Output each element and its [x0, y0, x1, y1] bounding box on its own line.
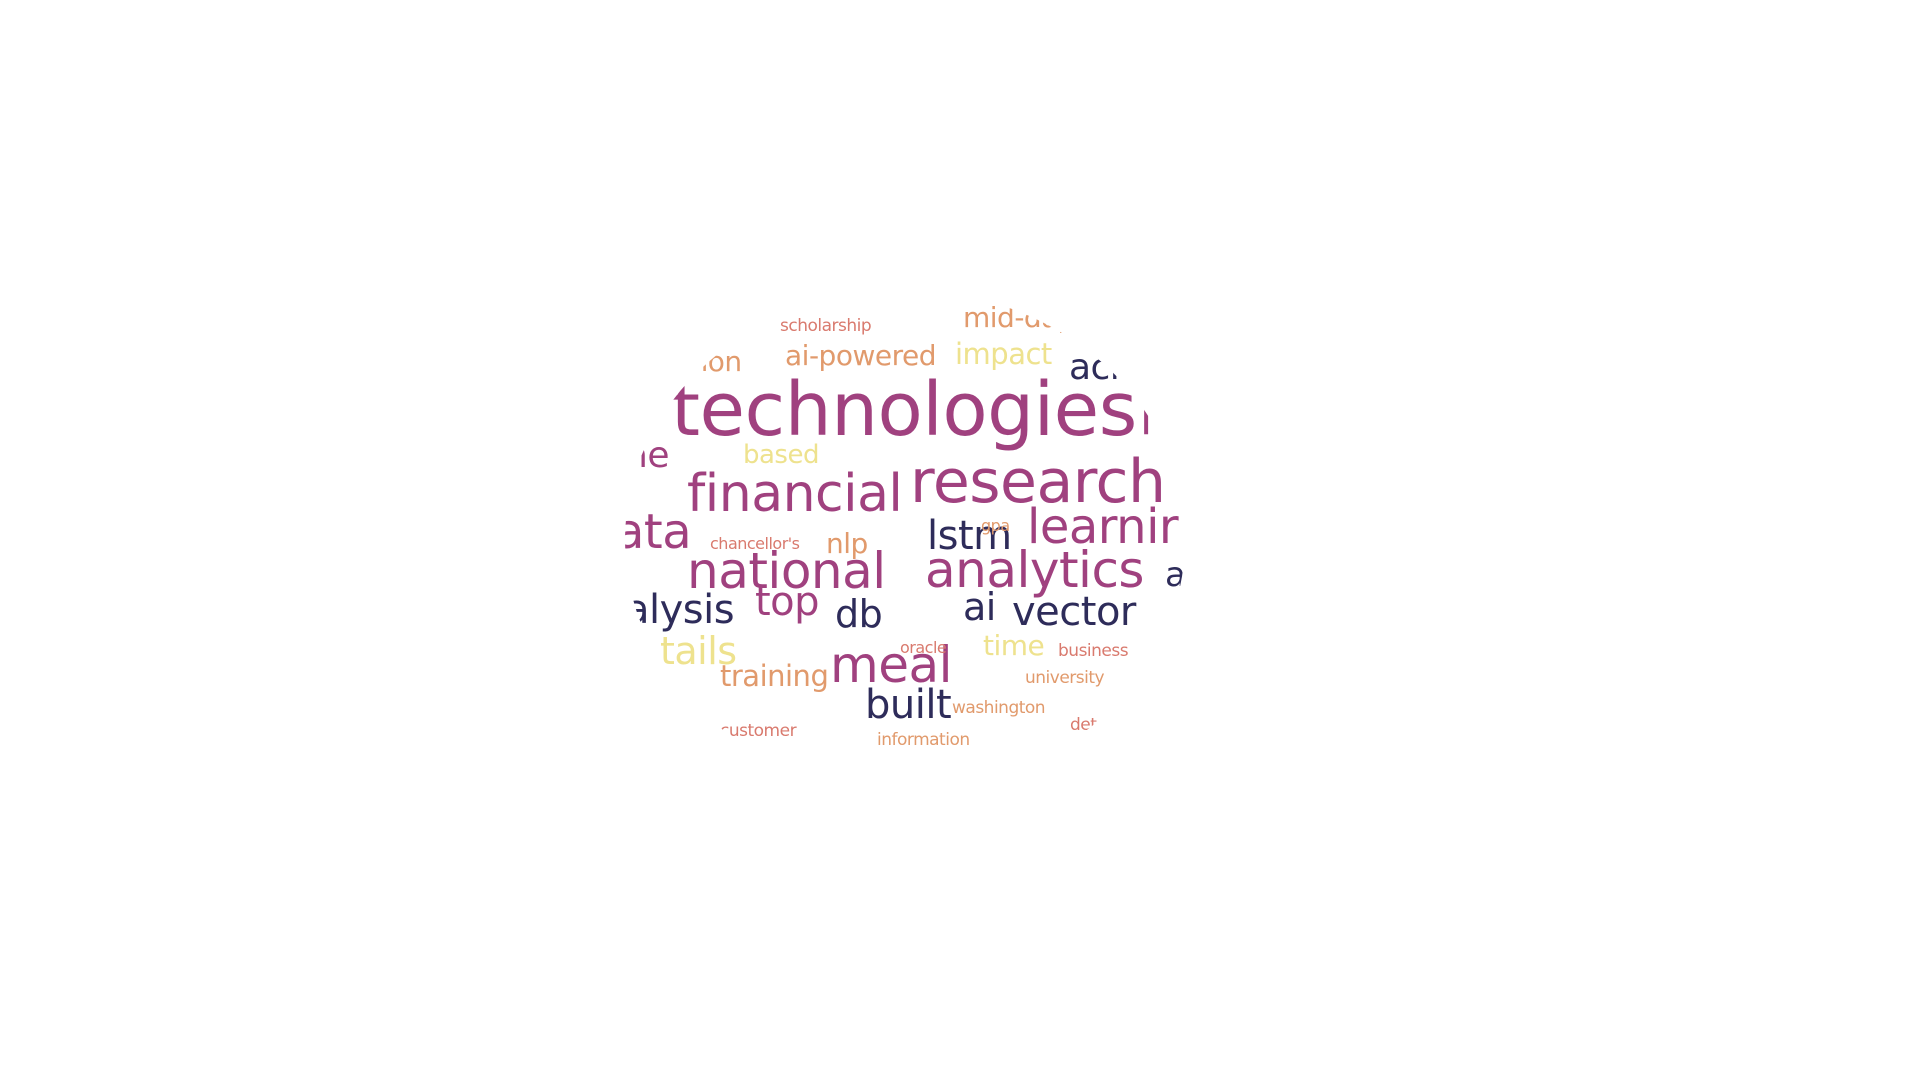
word-learnir: learnir — [1027, 499, 1179, 555]
word-technologies: technologies — [671, 367, 1137, 453]
word-gpa: gpa — [981, 516, 1010, 535]
word-scholarship: scholarship — [780, 316, 872, 336]
word-mid-day: mid-day — [963, 301, 1074, 334]
word-training: training — [720, 659, 829, 693]
word-washington: washington — [952, 698, 1046, 718]
word-information: information — [877, 730, 970, 750]
word-db: db — [835, 592, 883, 636]
word-vector: vector — [1012, 589, 1136, 635]
word-ata: ata — [625, 504, 692, 560]
word-top: top — [755, 579, 820, 625]
word-ai: ai — [963, 585, 996, 629]
word-analytics: analytics — [925, 541, 1145, 599]
word-based: based — [743, 440, 819, 470]
word-ne: ne — [625, 435, 669, 476]
word-financial: financial — [687, 464, 903, 524]
word-thon: thon — [680, 345, 742, 378]
word-nlp: nlp — [826, 527, 868, 560]
word-national: national — [687, 542, 886, 600]
word-research: research — [910, 447, 1166, 517]
word-time: time — [983, 629, 1045, 662]
word-business: business — [1058, 641, 1129, 661]
word-impact: impact — [955, 337, 1052, 371]
word-lstm: lstm — [927, 513, 1012, 559]
word-tails: tails — [660, 629, 737, 673]
word-customer: customer — [720, 721, 797, 741]
word-built: built — [865, 682, 952, 728]
word-det: det — [1070, 715, 1097, 735]
word-university: university — [1025, 668, 1105, 688]
word-oracle: oracle — [900, 638, 947, 657]
word-meal: meal — [830, 636, 953, 694]
word-a: a — [1165, 555, 1185, 595]
word-cloud: technologies research financial national ana… — [625, 290, 1185, 790]
word-acr: acr — [1069, 347, 1125, 388]
word-chancellor-s: chancellor's — [710, 534, 800, 553]
word-l: l — [1140, 394, 1152, 445]
word-ai-powered: ai-powered — [785, 339, 936, 372]
word-alysis: alysis — [625, 587, 735, 633]
